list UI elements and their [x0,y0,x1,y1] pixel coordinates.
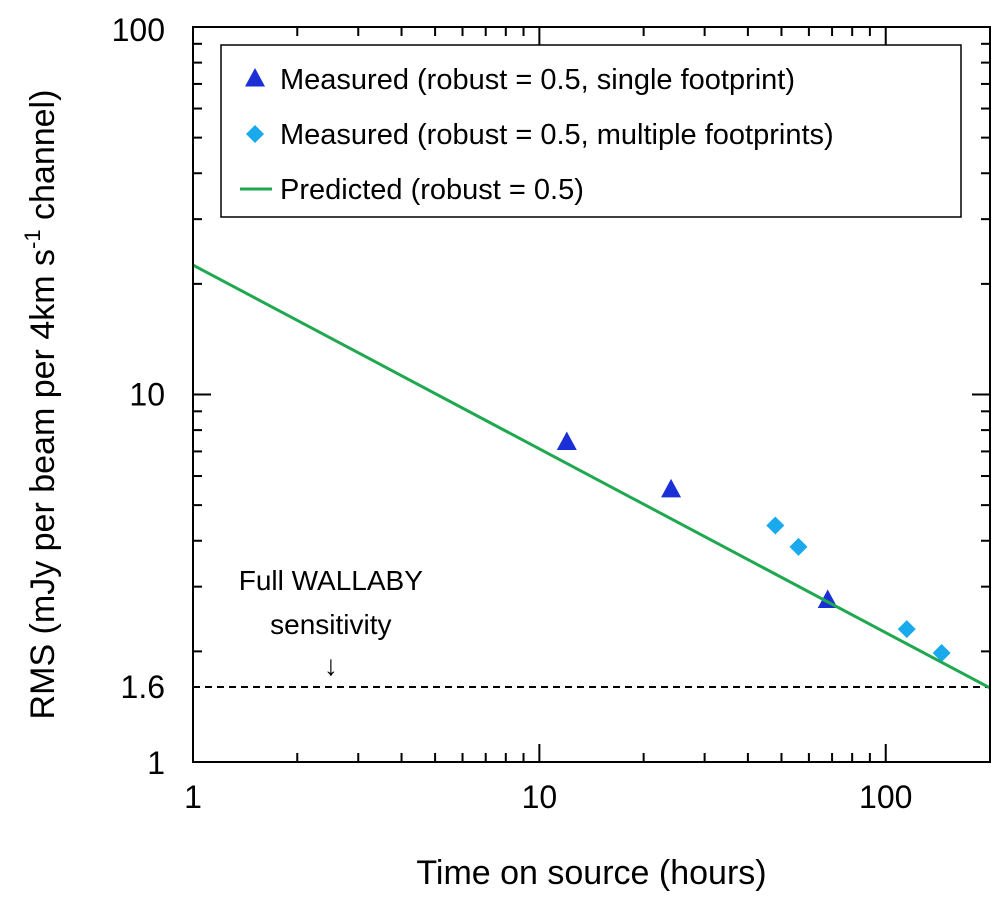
legend-entry-label: Measured (robust = 0.5, multiple footpri… [280,119,834,151]
data-point-series-1 [789,537,808,556]
data-point-series-0 [556,431,577,451]
sensitivity-annotation: Full WALLABY sensitivity ↓ [239,565,423,681]
legend-entry-label: Predicted (robust = 0.5) [280,174,584,206]
data-point-series-0 [661,478,682,498]
legend-box [220,44,962,218]
x-tick-label: 1 [184,779,202,815]
x-tick-label: 10 [522,779,558,815]
y-tick-label: 1 [147,745,165,781]
x-axis-label: Time on source (hours) [416,854,766,892]
plot-frame [192,26,991,763]
y-axis-label-tail: channel) [24,90,62,230]
y-axis-label-sup: -1 [20,229,45,249]
series-group [192,263,991,690]
y-axis-label: RMS (mJy per beam per 4km s-1 channel) [20,90,62,720]
x-tick-label: 100 [859,779,912,815]
annotation-line-2: sensitivity [270,609,391,640]
legend-swatch-triangle [245,68,265,87]
y-tick-label: 10 [129,377,165,413]
down-arrow-icon: ↓ [324,650,338,681]
data-point-series-1 [766,516,785,535]
legend-swatch-diamond [246,125,264,143]
legend-entry-label: Measured (robust = 0.5, single footprint… [280,64,795,96]
y-tick-label: 100 [112,12,165,48]
annotation-line-1: Full WALLABY [239,565,423,596]
y-axis-label-main: RMS (mJy per beam per 4km s [24,249,62,719]
data-point-series-1 [932,643,951,662]
tick-labels: 1 10 100 1 1.6 10 100 [112,12,913,815]
predicted-line [192,263,991,690]
data-point-series-1 [897,620,916,639]
y-tick-label: 1.6 [121,669,165,705]
legend: Measured (robust = 0.5, single footprint… [220,44,962,218]
